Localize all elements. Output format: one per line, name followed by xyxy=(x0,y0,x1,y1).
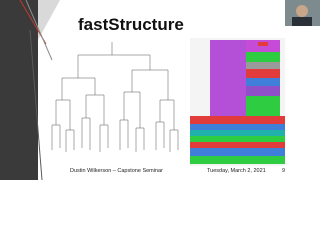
cluster-block xyxy=(190,136,285,142)
cluster-block xyxy=(246,96,280,116)
accent-line xyxy=(29,29,43,180)
cluster-block xyxy=(190,156,285,164)
footer-date: Tuesday, March 2, 2021 xyxy=(207,168,266,174)
side-band xyxy=(0,0,38,180)
webcam-body xyxy=(292,17,312,26)
slide-decoration xyxy=(0,0,60,180)
webcam-thumbnail xyxy=(285,0,320,26)
slide-title: fastStructure xyxy=(78,15,184,34)
cluster-block xyxy=(246,69,280,78)
screen: fastStructure xyxy=(0,0,320,180)
structure-plot xyxy=(190,38,285,166)
dendrogram xyxy=(51,42,179,152)
cluster-block xyxy=(190,124,285,130)
accent-line xyxy=(25,0,53,61)
side-accent xyxy=(38,0,60,40)
cluster-block xyxy=(258,42,268,46)
cluster-block xyxy=(190,148,285,156)
footer-presenter: Dustin Wilkerson – Capstone Seminar xyxy=(70,168,163,174)
webcam-face xyxy=(296,5,308,17)
page-number: 9 xyxy=(282,168,285,174)
cluster-block xyxy=(190,130,285,136)
cluster-block xyxy=(210,40,246,116)
cluster-block xyxy=(246,78,280,86)
cluster-block xyxy=(246,86,280,96)
cluster-block xyxy=(190,116,285,124)
cluster-block xyxy=(246,52,280,62)
cluster-block xyxy=(190,142,285,148)
cluster-block xyxy=(246,62,280,69)
